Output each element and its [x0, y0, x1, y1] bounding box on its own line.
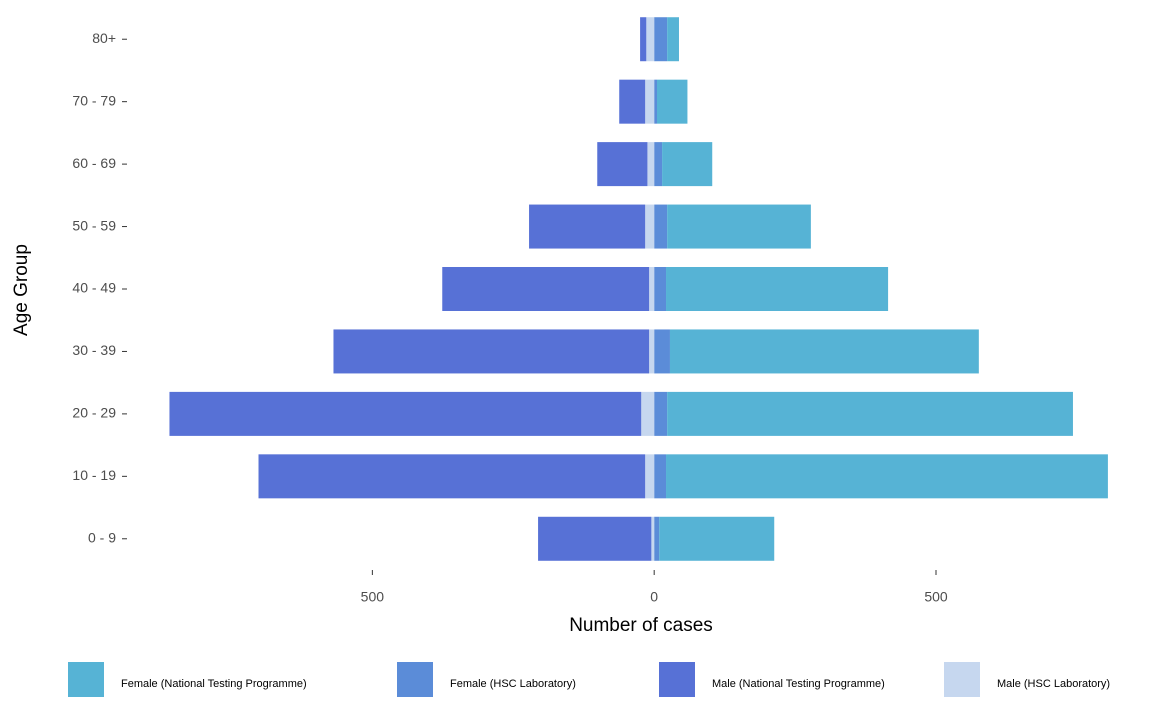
bar: [654, 17, 668, 62]
bar: [666, 454, 1108, 499]
bar: [654, 204, 668, 249]
bar: [659, 516, 775, 561]
bar: [597, 142, 648, 187]
bar: [649, 267, 655, 311]
bar: [645, 79, 655, 124]
bar: [654, 329, 670, 374]
x-tick-label: 500: [924, 589, 948, 605]
y-tick-label: 10 - 19: [72, 467, 116, 483]
bar: [645, 204, 655, 249]
bar: [654, 142, 663, 187]
bar: [640, 17, 647, 62]
bar: [667, 204, 811, 249]
legend-label: Male (HSC Laboratory): [997, 678, 1110, 690]
bar: [669, 329, 979, 374]
x-tick-label: 0: [650, 589, 658, 605]
bar: [649, 329, 655, 374]
bar: [333, 329, 650, 374]
y-tick-label: 50 - 59: [72, 217, 116, 233]
y-tick-label: 20 - 29: [72, 405, 116, 421]
y-tick-label: 80+: [92, 30, 116, 46]
bar: [169, 391, 642, 436]
y-tick-label: 40 - 49: [72, 280, 116, 296]
y-tick-label: 60 - 69: [72, 155, 116, 171]
bar: [647, 142, 655, 187]
legend-label: Female (National Testing Programme): [121, 678, 307, 690]
bar: [657, 79, 688, 124]
bar: [442, 267, 650, 311]
legend-label: Female (HSC Laboratory): [450, 678, 576, 690]
bar: [654, 454, 667, 499]
bar: [662, 142, 713, 187]
bar: [258, 454, 646, 499]
bar: [654, 391, 668, 436]
bar: [645, 454, 655, 499]
x-tick-label: 500: [361, 589, 385, 605]
legend-swatch: [397, 662, 433, 697]
bar: [651, 516, 655, 561]
y-axis-title: Age Group: [11, 244, 32, 336]
bar: [667, 17, 679, 62]
legend-label: Male (National Testing Programme): [712, 678, 885, 690]
legend-swatch: [944, 662, 980, 697]
bar: [619, 79, 646, 124]
legend-swatch: [659, 662, 695, 697]
y-tick-label: 70 - 79: [72, 92, 116, 108]
bar: [646, 17, 655, 62]
bar: [654, 267, 667, 311]
legend-swatch: [68, 662, 104, 697]
x-axis-title: Number of cases: [569, 615, 713, 636]
y-tick-label: 0 - 9: [88, 529, 116, 545]
bar: [641, 391, 655, 436]
bar: [666, 267, 889, 311]
bar: [654, 79, 657, 124]
bar: [654, 516, 660, 561]
y-tick-label: 30 - 39: [72, 342, 116, 358]
bar: [538, 516, 652, 561]
bar: [529, 204, 646, 249]
bar: [667, 391, 1073, 436]
